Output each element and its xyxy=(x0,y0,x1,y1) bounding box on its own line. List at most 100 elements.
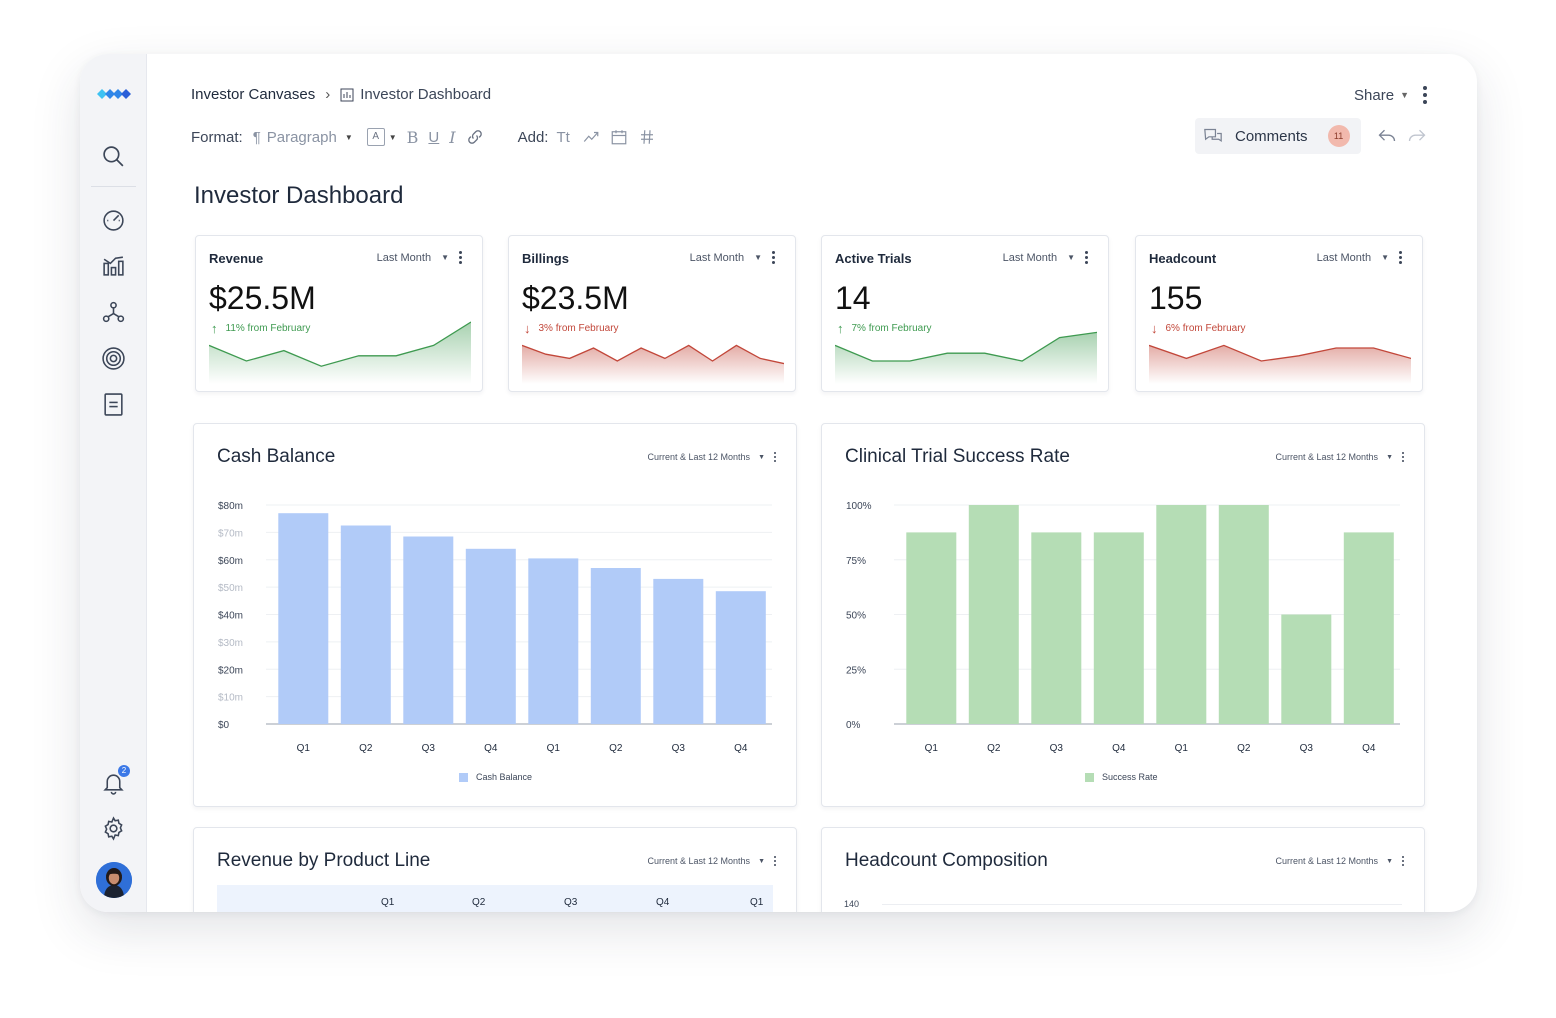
redo-icon[interactable] xyxy=(1407,128,1427,149)
bar[interactable] xyxy=(590,568,641,724)
document-icon[interactable] xyxy=(101,392,126,417)
page-title[interactable]: Investor Dashboard xyxy=(194,182,404,209)
text-tool-icon[interactable]: Tt xyxy=(556,128,570,146)
x-axis-tick-label: Q2 xyxy=(609,743,623,754)
more-options-icon[interactable] xyxy=(774,856,776,866)
search-icon[interactable] xyxy=(101,144,126,169)
x-axis-tick-label: Q1 xyxy=(297,743,311,754)
app-logo-icon[interactable] xyxy=(95,82,133,107)
kpi-period-select[interactable]: Last Month ▼ xyxy=(1003,251,1088,264)
chevron-down-icon: ▼ xyxy=(758,857,765,865)
more-options-icon[interactable] xyxy=(1402,856,1404,866)
kpi-value: $25.5M xyxy=(209,280,316,316)
paragraph-style-select[interactable]: ¶ Paragraph ▼ xyxy=(253,129,353,146)
kpi-period-select[interactable]: Last Month ▼ xyxy=(377,251,462,264)
kpi-period-select[interactable]: Last Month ▼ xyxy=(690,251,775,264)
y-axis-tick-label: $50m xyxy=(218,583,243,594)
bar[interactable] xyxy=(465,548,516,724)
bar[interactable] xyxy=(968,505,1019,724)
font-color-select[interactable]: A ▼ xyxy=(366,128,397,146)
undo-icon[interactable] xyxy=(1377,128,1397,149)
bar[interactable] xyxy=(1031,532,1082,724)
clinical-trial-chart: 0% 25% 50% 75% 100% Q1 Q2 Q3 Q4 Q1 Q2 Q3 Q4 xyxy=(846,501,1400,754)
dashboard-gauge-icon[interactable] xyxy=(101,207,126,232)
bar[interactable] xyxy=(1218,505,1269,724)
gear-icon[interactable] xyxy=(101,816,126,841)
revenue-product-period-select[interactable]: Current & Last 12 Months ▼ xyxy=(648,856,776,866)
kpi-period-select[interactable]: Last Month ▼ xyxy=(1317,251,1402,264)
target-icon[interactable] xyxy=(101,346,126,371)
font-color-icon: A xyxy=(366,128,385,146)
headcount-composition-title: Headcount Composition xyxy=(845,850,1048,871)
bar[interactable] xyxy=(1156,505,1207,724)
breadcrumb-current-label: Investor Dashboard xyxy=(360,86,492,103)
avatar[interactable] xyxy=(96,862,132,898)
clinical-trial-legend: Success Rate xyxy=(1085,772,1158,782)
more-options-icon[interactable] xyxy=(1402,452,1404,462)
more-options-icon[interactable] xyxy=(772,251,775,264)
paragraph-style-label: Paragraph xyxy=(266,128,337,146)
gridline xyxy=(882,904,1402,905)
trend-chart-icon[interactable] xyxy=(582,128,600,146)
clinical-trial-period-select[interactable]: Current & Last 12 Months ▼ xyxy=(1276,452,1404,462)
bar[interactable] xyxy=(403,536,454,725)
x-axis-tick-label: Q3 xyxy=(672,743,686,754)
hashtag-icon[interactable] xyxy=(638,128,656,146)
breadcrumb-chevron-icon: › xyxy=(325,86,331,103)
bar[interactable] xyxy=(1281,614,1332,725)
chevron-down-icon: ▼ xyxy=(388,132,397,142)
bar[interactable] xyxy=(340,525,391,725)
sidebar: 2 xyxy=(80,54,147,912)
x-axis-tick-label: Q4 xyxy=(1362,743,1376,754)
x-axis-tick-label: Q3 xyxy=(422,743,436,754)
kpi-period-label: Last Month xyxy=(689,251,745,264)
bar[interactable] xyxy=(715,591,766,724)
bold-icon[interactable]: B xyxy=(406,127,419,147)
cash-balance-period-select[interactable]: Current & Last 12 Months ▼ xyxy=(647,452,776,462)
legend-swatch xyxy=(459,772,468,782)
bar[interactable] xyxy=(1093,532,1144,724)
breadcrumb-parent[interactable]: Investor Canvases xyxy=(191,86,316,103)
breadcrumb-current[interactable]: Investor Dashboard xyxy=(340,86,491,103)
sparkline-area xyxy=(835,332,1097,384)
bar[interactable] xyxy=(906,532,957,724)
bar[interactable] xyxy=(1343,532,1394,724)
period-label: Current & Last 12 Months xyxy=(647,452,751,462)
bell-icon[interactable]: 2 xyxy=(101,765,130,795)
share-button[interactable]: Share xyxy=(1354,86,1395,104)
bar[interactable] xyxy=(528,558,579,724)
more-options-icon[interactable] xyxy=(1399,251,1402,264)
underline-icon[interactable]: U xyxy=(428,128,440,146)
y-axis-tick-label: 50% xyxy=(846,611,866,622)
more-options-icon[interactable] xyxy=(459,251,462,264)
table-column-header[interactable]: Q1 xyxy=(750,897,764,908)
comments-button[interactable]: Comments 11 xyxy=(1195,118,1361,154)
chevron-down-icon: ▼ xyxy=(754,253,762,262)
table-column-header[interactable]: Q3 xyxy=(564,897,578,908)
headcount-period-select[interactable]: Current & Last 12 Months ▼ xyxy=(1276,856,1404,866)
italic-icon[interactable]: I xyxy=(449,127,456,147)
legend-label: Cash Balance xyxy=(476,772,533,782)
network-icon[interactable] xyxy=(101,300,126,325)
bar[interactable] xyxy=(653,578,704,724)
arrow-down-icon: ↓ xyxy=(524,321,531,336)
more-options-icon[interactable] xyxy=(1085,251,1088,264)
format-toolbar: Format: ¶ Paragraph ▼ A ▼ B U I Add: Tt xyxy=(191,126,666,148)
kpi-card: Billings Last Month ▼ $23.5M ↓ 3% from Februa… xyxy=(508,235,796,392)
sparkline-line xyxy=(522,344,784,365)
kpi-change: ↑ 11% from February xyxy=(211,321,310,336)
more-options-icon[interactable] xyxy=(774,452,776,462)
y-axis-tick-label: $30m xyxy=(218,638,243,649)
table-column-header[interactable]: Q4 xyxy=(656,897,670,908)
bar[interactable] xyxy=(278,513,329,724)
sidebar-divider xyxy=(91,186,136,187)
more-options-icon[interactable] xyxy=(1423,86,1427,104)
table-column-header[interactable]: Q1 xyxy=(381,897,395,908)
calendar-icon[interactable] xyxy=(610,128,628,146)
kpi-sparkline xyxy=(1149,344,1411,384)
link-icon[interactable] xyxy=(466,128,484,146)
share-menu[interactable]: Share ▼ xyxy=(1354,86,1427,104)
metrics-icon[interactable] xyxy=(101,253,126,278)
table-column-header[interactable]: Q2 xyxy=(472,897,486,908)
y-axis-tick-label: $40m xyxy=(218,611,243,622)
